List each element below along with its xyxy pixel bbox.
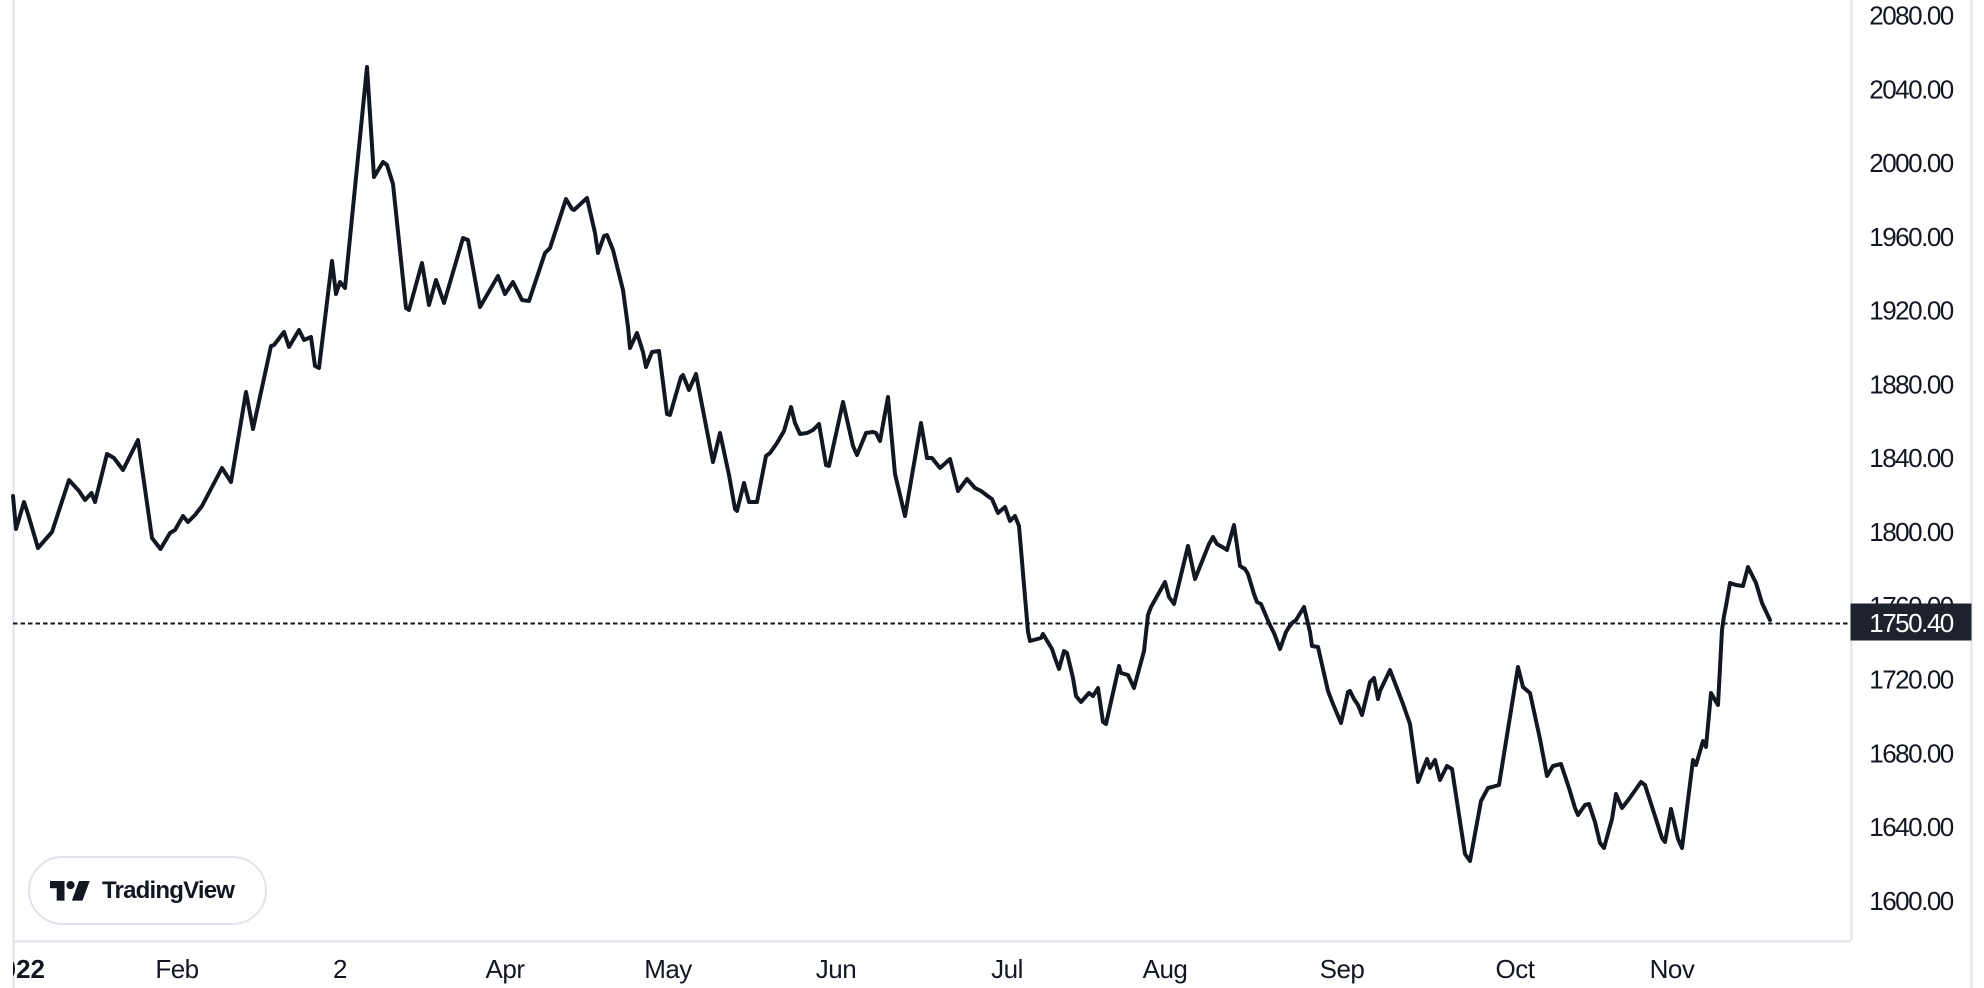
svg-text:2080.00: 2080.00 (1869, 1, 1954, 31)
svg-text:Sep: Sep (1320, 954, 1365, 984)
svg-text:Apr: Apr (486, 954, 526, 984)
svg-text:2040.00: 2040.00 (1869, 74, 1954, 104)
svg-text:Oct: Oct (1496, 954, 1536, 984)
svg-text:1720.00: 1720.00 (1869, 665, 1954, 695)
svg-text:2022: 2022 (0, 954, 45, 984)
svg-text:2000.00: 2000.00 (1869, 148, 1954, 178)
svg-text:1680.00: 1680.00 (1869, 738, 1954, 768)
svg-text:Feb: Feb (155, 954, 198, 984)
svg-text:1800.00: 1800.00 (1869, 517, 1954, 547)
svg-text:Aug: Aug (1143, 954, 1188, 984)
svg-text:1600.00: 1600.00 (1869, 886, 1954, 916)
svg-text:2: 2 (333, 954, 347, 984)
svg-text:1960.00: 1960.00 (1869, 222, 1954, 252)
svg-text:Nov: Nov (1650, 954, 1695, 984)
svg-text:1750.40: 1750.40 (1869, 608, 1954, 638)
svg-text:May: May (644, 954, 692, 984)
svg-text:1640.00: 1640.00 (1869, 812, 1954, 842)
svg-text:Jul: Jul (991, 954, 1023, 984)
svg-text:Jun: Jun (816, 954, 856, 984)
svg-text:1840.00: 1840.00 (1869, 443, 1954, 473)
svg-text:1880.00: 1880.00 (1869, 370, 1954, 400)
svg-text:1920.00: 1920.00 (1869, 296, 1954, 326)
